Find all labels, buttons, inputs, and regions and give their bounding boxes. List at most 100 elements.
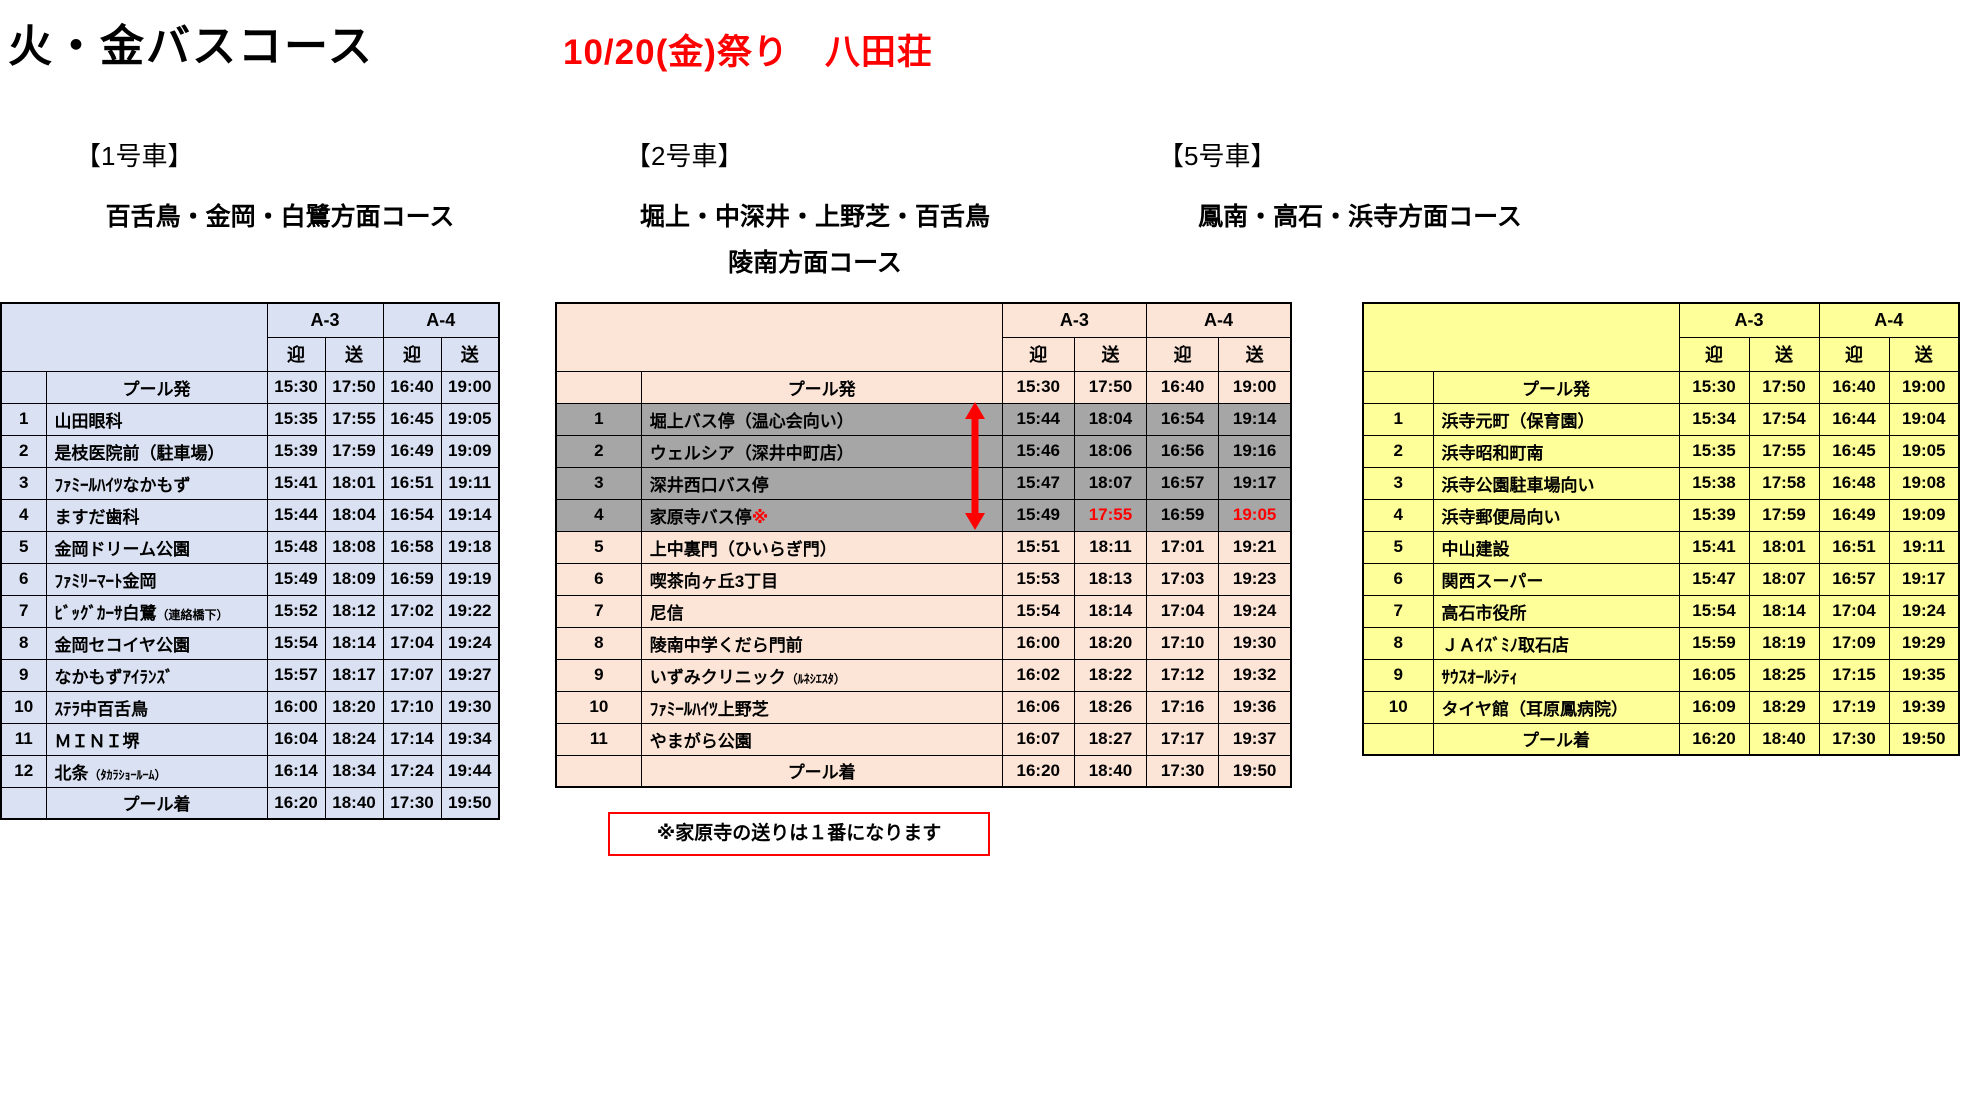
time-cell: 18:40 (1073, 754, 1148, 788)
time-cell: 18:12 (324, 594, 384, 628)
stop-row: 4 浜寺郵便局向い 15:39 17:59 16:49 19:09 (1362, 498, 1960, 532)
time-cell: 16:20 (1001, 754, 1075, 788)
stop-name-text: いずみクリニック (649, 667, 786, 687)
time-cell: 15:49 (266, 562, 326, 596)
stop-name-text: 北条 (54, 763, 89, 783)
pool-row: プール発 15:30 17:50 16:40 19:00 (1362, 370, 1960, 404)
time-cell: 19:34 (440, 722, 500, 756)
time-cell: 17:16 (1146, 690, 1220, 724)
time-cell: 17:30 (1818, 722, 1890, 756)
stop-name-text: 高石市役所 (1441, 603, 1527, 623)
stop-number-cell: 12 (0, 754, 47, 788)
stop-row: 6 喫茶向ヶ丘3丁目 15:53 18:13 17:03 19:23 (555, 562, 1292, 596)
time-cell: 18:17 (324, 658, 384, 692)
pool-row: プール着 16:20 18:40 17:30 19:50 (555, 754, 1292, 788)
time-cell: 16:57 (1146, 466, 1220, 500)
time-cell: 17:54 (1748, 402, 1820, 436)
time-cell: 19:36 (1218, 690, 1292, 724)
stop-row: 5 中山建設 15:41 18:01 16:51 19:11 (1362, 530, 1960, 564)
time-cell: 15:44 (266, 498, 326, 532)
time-cell: 17:50 (1073, 370, 1148, 404)
time-cell: 17:07 (382, 658, 442, 692)
stop-name-cell: 浜寺公園駐車場向い (1432, 466, 1680, 500)
time-cell: 15:59 (1678, 626, 1750, 660)
time-cell: 19:30 (1218, 626, 1292, 660)
stop-row: 9 いずみクリニック（ﾙﾈｼｴｽﾀ） 16:02 18:22 17:12 19:32 (555, 658, 1292, 692)
stop-name-text: 金岡セコイヤ公園 (54, 635, 191, 655)
time-cell: 16:59 (1146, 498, 1220, 532)
corner-cell (0, 302, 268, 372)
stop-name-cell: ﾋﾞｯｸﾞｶｰｻ白鷺（連絡橋下） (45, 594, 268, 628)
stop-name-cell: プール着 (640, 754, 1003, 788)
time-cell: 18:40 (1748, 722, 1820, 756)
stop-name-text: 上中裏門（ひいらぎ門） (649, 539, 837, 559)
stop-name-cell: プール発 (640, 370, 1003, 404)
stop-number-cell: 3 (0, 466, 47, 500)
time-cell: 19:00 (1218, 370, 1292, 404)
time-cell: 15:54 (266, 626, 326, 660)
stop-name-text: 浜寺公園駐車場向い (1441, 475, 1595, 495)
time-cell: 19:14 (1218, 402, 1292, 436)
stop-number-cell: 10 (1362, 690, 1434, 724)
time-cell: 15:54 (1001, 594, 1075, 628)
time-cell: 16:07 (1001, 722, 1075, 756)
stop-number-cell (0, 370, 47, 404)
stop-row: 3 ﾌｧﾐｰﾙﾊｲﾂなかもず 15:41 18:01 16:51 19:11 (0, 466, 500, 500)
stop-number-cell: 2 (555, 434, 642, 468)
stop-name-cell: 高石市役所 (1432, 594, 1680, 628)
pool-row: プール着 16:20 18:40 17:30 19:50 (0, 786, 500, 820)
time-cell: 19:50 (1888, 722, 1960, 756)
time-cell: 19:21 (1218, 530, 1292, 564)
time-cell: 19:32 (1218, 658, 1292, 692)
time-cell: 17:10 (382, 690, 442, 724)
time-cell: 17:17 (1146, 722, 1220, 756)
stop-name-text: タイヤ館（耳原鳳病院） (1441, 699, 1629, 719)
time-cell: 16:54 (382, 498, 442, 532)
time-cell: 19:08 (1888, 466, 1960, 500)
stop-name-text: ますだ歯科 (54, 507, 140, 527)
time-cell: 16:06 (1001, 690, 1075, 724)
time-cell: 17:14 (382, 722, 442, 756)
stop-name-cell: 喫茶向ヶ丘3丁目 (640, 562, 1003, 596)
stop-number-cell: 4 (0, 498, 47, 532)
stop-name-text: 尼信 (649, 603, 684, 623)
time-cell: 17:10 (1146, 626, 1220, 660)
time-cell: 15:53 (1001, 562, 1075, 596)
bus5-course-title: 鳳南・高石・浜寺方面コース (1140, 194, 1580, 240)
stop-name-cell: 山田眼科 (45, 402, 268, 436)
stop-name-cell: ＭＩＮＩ堺 (45, 722, 268, 756)
col-header-dropoff: 送 (1073, 336, 1148, 372)
stop-number-cell: 4 (555, 498, 642, 532)
bus2-table-wrap: A-3 A-4 迎送迎送プール発 15:30 17:50 16:40 19:00 1 堀上バス停… (555, 302, 1292, 788)
time-cell: 15:39 (266, 434, 326, 468)
stop-row: 11 ＭＩＮＩ堺 16:04 18:24 17:14 19:34 (0, 722, 500, 756)
stop-name-text: ＪＡｲｽﾞﾐﾉ取石店 (1441, 635, 1570, 655)
stop-row: 2 是枝医院前（駐車場） 15:39 17:59 16:49 19:09 (0, 434, 500, 468)
stop-name-text: 喫茶向ヶ丘3丁目 (649, 571, 779, 591)
stop-number-cell (0, 786, 47, 820)
time-cell: 18:29 (1748, 690, 1820, 724)
time-cell: 18:13 (1073, 562, 1148, 596)
stop-name-cell: プール着 (1432, 722, 1680, 756)
time-cell: 15:51 (1001, 530, 1075, 564)
time-cell: 17:50 (1748, 370, 1820, 404)
stop-name-text: ﾌｧﾐﾘｰﾏｰﾄ金岡 (54, 571, 157, 591)
stop-number-cell (1362, 370, 1434, 404)
stop-name-cell: 金岡ドリーム公園 (45, 530, 268, 564)
time-cell: 19:19 (440, 562, 500, 596)
time-cell: 19:05 (1888, 434, 1960, 468)
stop-name-cell: プール着 (45, 786, 268, 820)
stop-row: 12 北条（ﾀｶﾗｼｮｰﾙｰﾑ） 16:14 18:34 17:24 19:44 (0, 754, 500, 788)
stop-name-cell: ﾌｧﾐｰﾙﾊｲﾂなかもず (45, 466, 268, 500)
stop-row: 8 金岡セコイヤ公園 15:54 18:14 17:04 19:24 (0, 626, 500, 660)
time-cell: 16:45 (1818, 434, 1890, 468)
time-cell: 19:50 (1218, 754, 1292, 788)
stop-name-cell: 堀上バス停（温心会向い） (640, 402, 1003, 436)
stop-name-text: 関西スーパー (1441, 571, 1544, 591)
time-cell: 15:39 (1678, 498, 1750, 532)
time-cell: 16:48 (1818, 466, 1890, 500)
stop-name-cell: ﾌｧﾐﾘｰﾏｰﾄ金岡 (45, 562, 268, 596)
bus5-table-wrap: A-3 A-4 迎送迎送プール発 15:30 17:50 16:40 19:00 1 浜寺元町（… (1362, 302, 1961, 756)
stop-name-cell: ｽﾃﾗ中百舌鳥 (45, 690, 268, 724)
time-cell: 18:24 (324, 722, 384, 756)
